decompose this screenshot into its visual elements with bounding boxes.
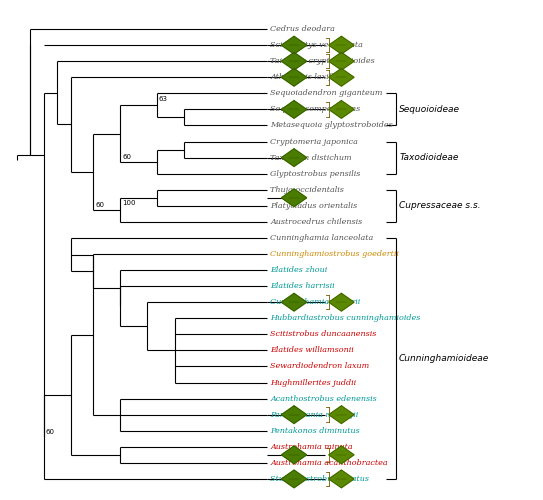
Text: Cunninghamioideae: Cunninghamioideae xyxy=(399,354,489,363)
Text: Glyptostrobus pensilis: Glyptostrobus pensilis xyxy=(270,170,361,177)
Text: Elatides zhoui: Elatides zhoui xyxy=(270,266,327,274)
Polygon shape xyxy=(281,446,307,464)
Text: Sciadopitys verticillata: Sciadopitys verticillata xyxy=(270,41,363,49)
Polygon shape xyxy=(329,36,354,54)
Polygon shape xyxy=(281,100,307,118)
Text: Hubbardiastrobus cunninghamioides: Hubbardiastrobus cunninghamioides xyxy=(270,314,420,322)
Text: Taxodium distichum: Taxodium distichum xyxy=(270,154,352,162)
Text: Sequoiadendron giganteum: Sequoiadendron giganteum xyxy=(270,90,383,98)
Text: Austrohamia minuta: Austrohamia minuta xyxy=(270,443,353,451)
Text: Taxodioideae: Taxodioideae xyxy=(399,153,458,162)
Polygon shape xyxy=(329,470,354,488)
Text: Thuja occidentalis: Thuja occidentalis xyxy=(270,186,344,194)
Text: Elatides williamsonii: Elatides williamsonii xyxy=(270,346,354,354)
Polygon shape xyxy=(329,406,354,423)
Text: Parataiwania nihongii: Parataiwania nihongii xyxy=(270,410,358,418)
Polygon shape xyxy=(281,470,307,488)
Text: Cupressaceae s.s.: Cupressaceae s.s. xyxy=(399,202,481,210)
Text: 60: 60 xyxy=(46,429,54,435)
Text: Acanthostrobus edenensis: Acanthostrobus edenensis xyxy=(270,394,377,402)
Text: Austrohamia acanthobractea: Austrohamia acanthobractea xyxy=(270,459,388,467)
Text: Austrocedrus chilensis: Austrocedrus chilensis xyxy=(270,218,362,226)
Text: 100: 100 xyxy=(122,200,136,206)
Text: Scitistrobus duncaanensis: Scitistrobus duncaanensis xyxy=(270,330,376,338)
Text: Sequoioideae: Sequoioideae xyxy=(399,105,460,114)
Text: Platycladus orientalis: Platycladus orientalis xyxy=(270,202,357,210)
Text: Sequoia sempervirens: Sequoia sempervirens xyxy=(270,106,361,114)
Polygon shape xyxy=(281,406,307,423)
Text: Elatides harrisii: Elatides harrisii xyxy=(270,282,335,290)
Polygon shape xyxy=(329,68,354,86)
Polygon shape xyxy=(281,294,307,311)
Text: 60: 60 xyxy=(95,202,104,208)
Text: Cedrus deodara: Cedrus deodara xyxy=(270,25,335,33)
Text: Taiwania cryptomerioides: Taiwania cryptomerioides xyxy=(270,57,375,65)
Polygon shape xyxy=(329,52,354,70)
Polygon shape xyxy=(281,36,307,54)
Polygon shape xyxy=(329,294,354,311)
Text: 60: 60 xyxy=(122,154,131,160)
Text: Athrotaxis laxifolia: Athrotaxis laxifolia xyxy=(270,74,346,82)
Text: Pentakonos diminutus: Pentakonos diminutus xyxy=(270,426,360,434)
Polygon shape xyxy=(281,189,307,206)
Text: Sewardiodendron laxum: Sewardiodendron laxum xyxy=(270,362,369,370)
Polygon shape xyxy=(281,149,307,166)
Text: Cunninghamia lanceolata: Cunninghamia lanceolata xyxy=(270,234,374,242)
Polygon shape xyxy=(281,68,307,86)
Text: Cunninghamia taylorii: Cunninghamia taylorii xyxy=(270,298,361,306)
Polygon shape xyxy=(281,52,307,70)
Text: 63: 63 xyxy=(159,96,168,102)
Text: Metasequoia glyptostroboides: Metasequoia glyptostroboides xyxy=(270,122,393,130)
Polygon shape xyxy=(329,446,354,464)
Polygon shape xyxy=(329,100,354,118)
Text: Cryptomeria japonica: Cryptomeria japonica xyxy=(270,138,358,145)
Text: Hughmillerites juddii: Hughmillerites juddii xyxy=(270,378,356,386)
Text: Cunninghamiostrobus goedertii: Cunninghamiostrobus goedertii xyxy=(270,250,399,258)
Text: Stutzeliastrobus foliatus: Stutzeliastrobus foliatus xyxy=(270,475,369,483)
